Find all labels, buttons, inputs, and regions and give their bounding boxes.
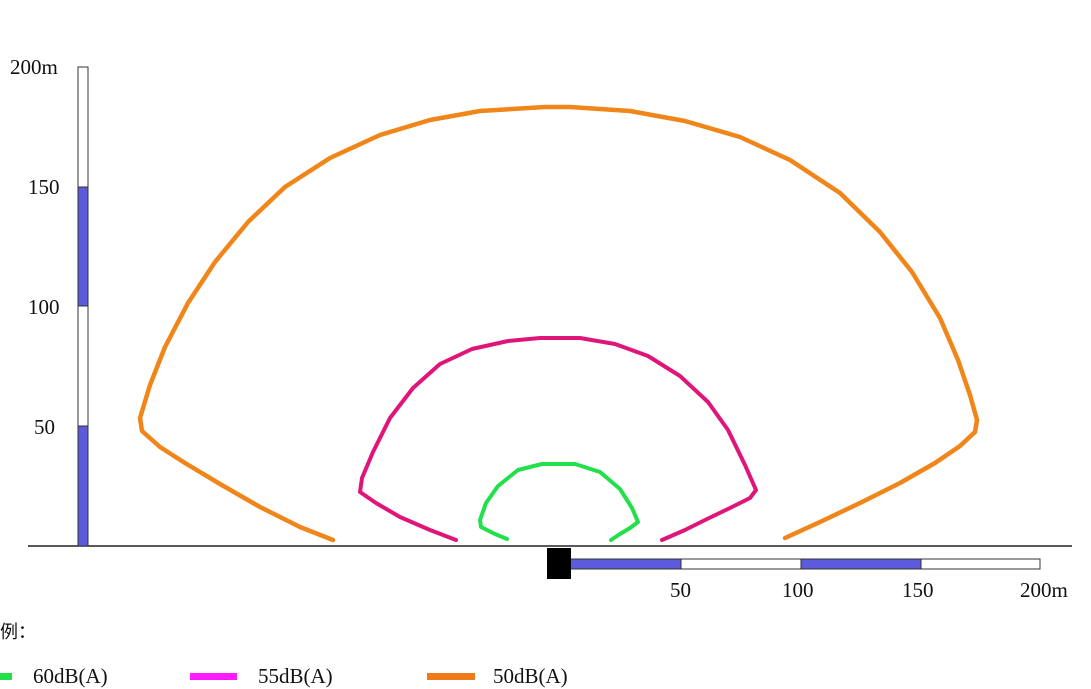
horizontal-scale-bar: 50 100 150 200m bbox=[561, 558, 1068, 602]
legend-swatch-60dba bbox=[0, 673, 12, 680]
vertical-scale-segment-100-150 bbox=[77, 186, 89, 307]
vertical-tick-label-100: 100 bbox=[28, 295, 60, 319]
legend-swatch-50dba bbox=[427, 673, 475, 680]
vertical-tick-label-50: 50 bbox=[34, 415, 55, 439]
horizontal-scale-segment-0-50 bbox=[561, 558, 682, 570]
horizontal-tick-label-150: 150 bbox=[902, 578, 934, 602]
horizontal-tick-label-200m: 200m bbox=[1020, 578, 1068, 602]
legend-title: 例： bbox=[0, 622, 36, 643]
legend-label-60dba: 60dB(A) bbox=[33, 664, 108, 688]
legend-item-50dba: 50dB(A) bbox=[427, 664, 568, 688]
horizontal-tick-label-100: 100 bbox=[782, 578, 814, 602]
noise-source-marker bbox=[547, 548, 571, 579]
legend-label-55dba: 55dB(A) bbox=[258, 664, 333, 688]
contour-60dba bbox=[478, 462, 640, 542]
legend: 例： 60dB(A) 55dB(A) 50dB(A) bbox=[0, 622, 568, 688]
contour-50dba bbox=[137, 104, 980, 543]
legend-swatch-55dba bbox=[190, 673, 237, 680]
vertical-tick-label-200m: 200m bbox=[10, 55, 58, 79]
horizontal-scale-segment-100-150 bbox=[800, 558, 922, 570]
legend-item-55dba: 55dB(A) bbox=[190, 664, 333, 688]
legend-label-50dba: 50dB(A) bbox=[493, 664, 568, 688]
vertical-scale-segment-0-50 bbox=[77, 425, 89, 547]
contour-55dba bbox=[358, 336, 758, 542]
vertical-scale-bar: 50 100 150 200m bbox=[10, 55, 89, 547]
legend-item-60dba: 60dB(A) bbox=[0, 664, 108, 688]
vertical-tick-label-150: 150 bbox=[28, 175, 60, 199]
horizontal-tick-label-50: 50 bbox=[670, 578, 691, 602]
